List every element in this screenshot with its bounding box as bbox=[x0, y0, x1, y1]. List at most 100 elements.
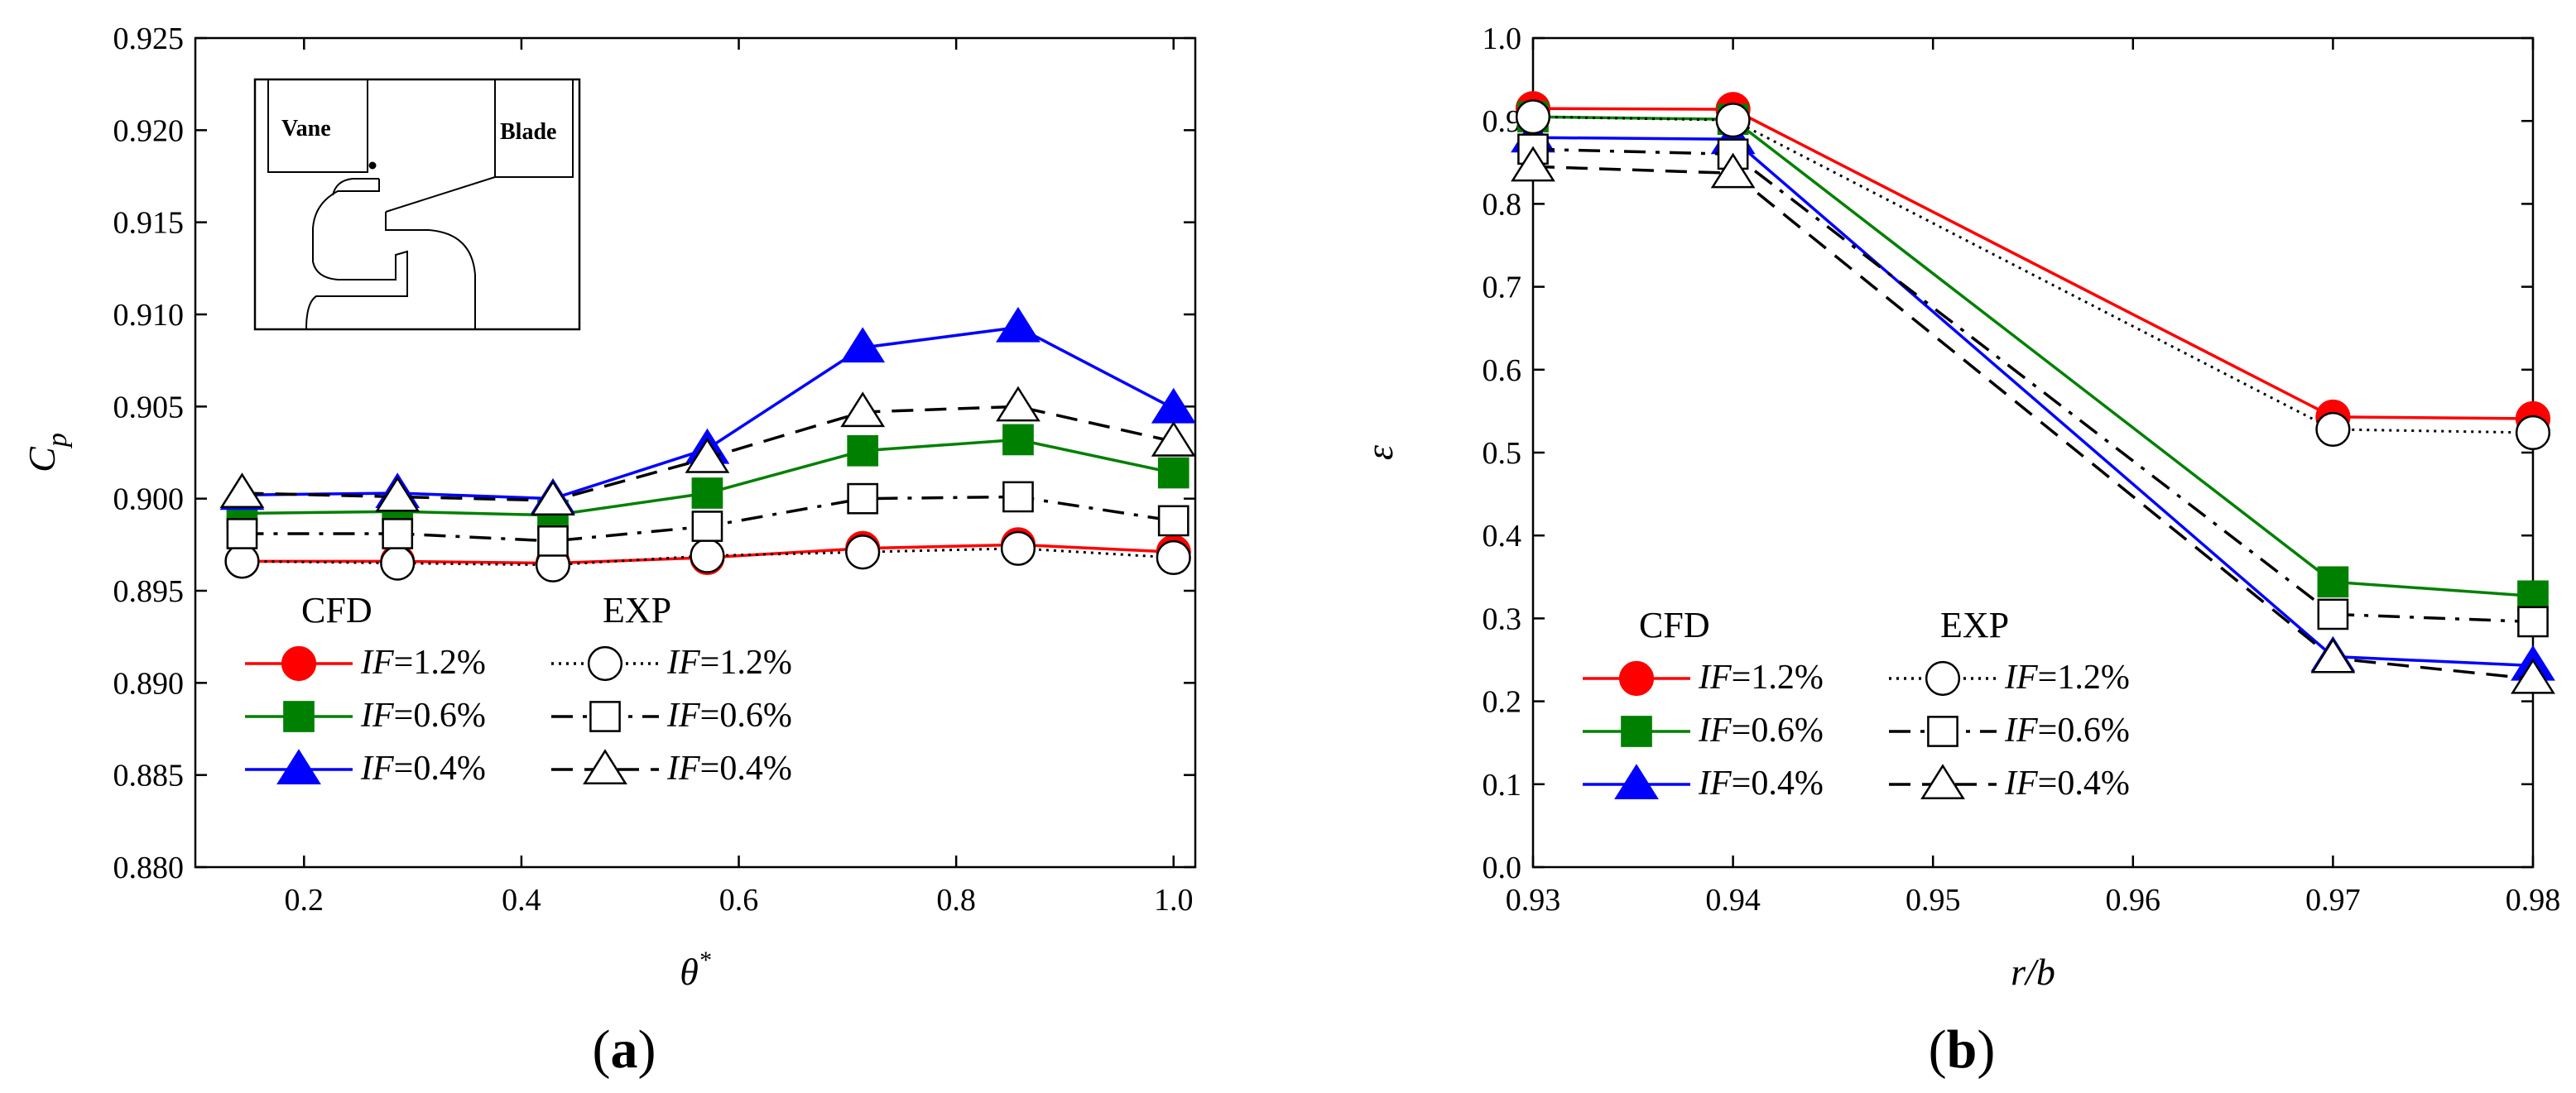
legend-label: IF=0.6% bbox=[2004, 712, 2130, 750]
series-line bbox=[1532, 147, 2534, 624]
legend-label-value: =0.6% bbox=[394, 697, 486, 735]
data-point bbox=[1000, 530, 1036, 566]
data-point bbox=[375, 476, 421, 512]
y-tick-label: 0.885 bbox=[113, 759, 185, 793]
legend-label: IF=1.2% bbox=[666, 644, 792, 682]
legend: CFD EXPIF=1.2%IF=0.6%IF=0.4%IF=1.2%IF=0.6… bbox=[245, 590, 792, 788]
legend-header-cfd: CFD bbox=[301, 590, 372, 630]
data-point bbox=[382, 518, 414, 549]
data-point bbox=[1715, 103, 1751, 138]
data-point bbox=[226, 518, 258, 549]
legend-marker bbox=[1927, 716, 1958, 747]
data-point bbox=[2310, 637, 2356, 674]
legend-label: IF=0.6% bbox=[1698, 712, 1824, 750]
data-point bbox=[2317, 566, 2349, 598]
inset-vane-label: Vane bbox=[281, 116, 331, 141]
legend-label-prefix: IF bbox=[360, 697, 394, 735]
y-axis-label-sub: p bbox=[42, 433, 73, 448]
legend-marker bbox=[1618, 660, 1655, 697]
y-tick-label: 0.900 bbox=[113, 482, 185, 517]
inset-probe-point bbox=[368, 161, 377, 170]
x-tick-label: 0.2 bbox=[285, 883, 324, 918]
legend: CFD EXPIF=1.2%IF=0.6%IF=0.4%IF=1.2%IF=0.6… bbox=[1583, 605, 2130, 803]
y-tick-label: 0.890 bbox=[113, 666, 185, 701]
data-point bbox=[840, 391, 886, 428]
legend-label: IF=0.4% bbox=[1698, 765, 1824, 803]
x-tick-label: 0.8 bbox=[936, 883, 976, 918]
data-point bbox=[1156, 539, 1191, 576]
legend-label-prefix: IF bbox=[1698, 712, 1732, 750]
data-point bbox=[531, 480, 575, 515]
panel-caption: (b) bbox=[1929, 1019, 1996, 1080]
x-tick-label: 0.6 bbox=[719, 883, 759, 918]
chart-panel-a: 0.2 0.4 0.6 0.8 1.0 0.880 0.885 0.890 0.895 0.900… bbox=[21, 22, 1197, 1080]
series-exp-3 bbox=[224, 530, 1191, 582]
legend-marker bbox=[283, 701, 315, 732]
data-point bbox=[2515, 415, 2551, 451]
series-line bbox=[1532, 107, 2534, 420]
legend-label: IF=0.4% bbox=[2004, 765, 2130, 803]
legend-label: IF=1.2% bbox=[2004, 659, 2130, 697]
y-tick-label: 0.905 bbox=[113, 390, 185, 424]
legend-header-exp: EXP bbox=[603, 590, 671, 630]
data-point bbox=[1157, 505, 1189, 537]
legend-label-value: =0.6% bbox=[700, 697, 792, 735]
y-tick-label: 0.3 bbox=[1483, 602, 1522, 636]
legend-marker bbox=[589, 701, 621, 732]
data-point bbox=[847, 482, 879, 515]
data-point bbox=[1157, 457, 1189, 489]
legend-marker bbox=[281, 645, 317, 682]
legend-label-prefix: IF bbox=[2004, 659, 2038, 697]
chart-panel-b: 0.93 0.94 0.95 0.96 0.97 0.98 0.0 0.1 0.2 0.3 0.4 0… bbox=[1358, 22, 2560, 1080]
legend-label-prefix: IF bbox=[360, 644, 394, 682]
data-point bbox=[380, 545, 416, 581]
data-point bbox=[996, 386, 1040, 422]
inset-geometry-diagram: Vane Blade bbox=[253, 78, 581, 331]
legend-label-prefix: IF bbox=[1698, 659, 1732, 697]
data-point bbox=[1002, 481, 1034, 513]
data-point bbox=[2511, 658, 2555, 694]
legend-label-value: =0.6% bbox=[1732, 712, 1824, 750]
data-point bbox=[1002, 424, 1034, 456]
x-axis-label: r/b bbox=[2011, 951, 2055, 993]
legend-label-prefix: IF bbox=[2004, 712, 2038, 750]
data-point bbox=[691, 477, 723, 509]
inset-seal-lip bbox=[332, 178, 379, 196]
legend-marker bbox=[1614, 764, 1659, 800]
y-tick-label: 0.8 bbox=[1483, 187, 1522, 222]
y-tick-label: 0.1 bbox=[1483, 768, 1522, 803]
legend-label-value: =1.2% bbox=[2038, 659, 2130, 697]
legend-label-value: =0.4% bbox=[394, 750, 486, 788]
inset-rotor-platform bbox=[385, 176, 496, 329]
y-axis-label-main: C bbox=[21, 446, 63, 472]
legend-marker bbox=[587, 645, 623, 682]
legend-label-prefix: IF bbox=[360, 750, 394, 788]
series-exp-3 bbox=[1515, 99, 2551, 451]
series-exp-4 bbox=[1517, 133, 2549, 638]
y-axis-label-main: ε bbox=[1358, 444, 1401, 460]
legend-label-prefix: IF bbox=[1698, 765, 1732, 803]
legend-label: IF=1.2% bbox=[360, 644, 486, 682]
data-point bbox=[537, 525, 569, 557]
legend-label-prefix: IF bbox=[666, 750, 700, 788]
x-tick-label: 0.93 bbox=[1506, 883, 1561, 918]
inset-blade-outline bbox=[494, 79, 574, 178]
data-point bbox=[219, 472, 265, 509]
y-tick-label: 0.880 bbox=[113, 851, 185, 885]
legend-label: IF=0.4% bbox=[360, 750, 486, 788]
series-exp-5 bbox=[1511, 146, 2555, 694]
legend-label: IF=0.4% bbox=[666, 750, 792, 788]
legend-label-value: =1.2% bbox=[1732, 659, 1824, 697]
series-line bbox=[1532, 165, 2534, 681]
legend-label-value: =0.4% bbox=[700, 750, 792, 788]
data-point bbox=[845, 535, 881, 570]
y-tick-label: 1.0 bbox=[1483, 22, 1522, 56]
data-point bbox=[2517, 606, 2549, 638]
legend-header-exp: EXP bbox=[1940, 605, 2009, 645]
legend-label-value: =0.6% bbox=[2038, 712, 2130, 750]
data-point bbox=[996, 306, 1040, 343]
inset-vane-outline bbox=[267, 79, 368, 173]
data-point bbox=[224, 544, 260, 579]
x-axis-label-sup: * bbox=[699, 947, 711, 974]
legend-label-value: =1.2% bbox=[700, 644, 792, 682]
